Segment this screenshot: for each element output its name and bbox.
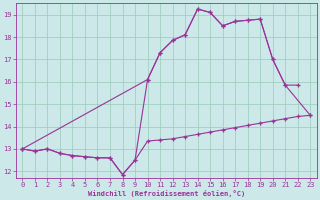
X-axis label: Windchill (Refroidissement éolien,°C): Windchill (Refroidissement éolien,°C) <box>88 190 245 197</box>
